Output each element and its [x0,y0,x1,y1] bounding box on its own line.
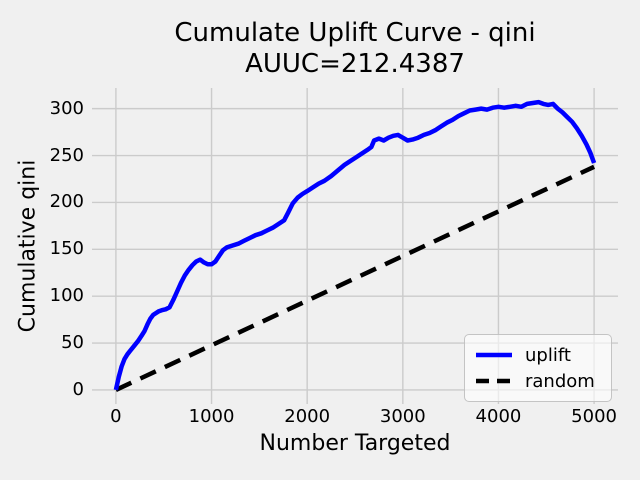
random-line-sample-icon [476,378,512,384]
x-tick-label: 0 [110,406,122,427]
y-tick-label: 150 [49,238,84,260]
y-tick-label: 300 [49,97,84,119]
y-axis-label: Cumulative qini [15,159,41,333]
legend-item-random: random [475,369,601,393]
uplift-line-sample-icon [476,352,512,358]
x-tick-label: 4000 [475,406,522,427]
y-tick-label: 250 [49,144,84,166]
x-axis-label: Number Targeted [259,431,451,456]
chart-title-line2: AUUC=212.4387 [245,49,465,79]
y-tick-label: 200 [49,191,84,213]
legend-label-random: random [525,370,595,392]
uplift-line [113,99,597,391]
legend-item-uplift: uplift [475,343,601,367]
series-lines [113,99,597,392]
y-tick-label: 100 [49,285,84,307]
legend-label-uplift: uplift [525,344,571,366]
x-tick-label: 2000 [284,406,331,427]
random-line [114,164,596,392]
chart-title-line1: Cumulate Uplift Curve - qini [174,18,536,48]
x-tick-label: 3000 [379,406,426,427]
y-tick-label: 0 [72,378,84,400]
chart-title: Cumulate Uplift Curve - qini AUUC=212.43… [70,18,640,80]
legend: uplift random [464,334,612,402]
gridlines [92,88,618,404]
y-tick-label: 50 [61,332,84,354]
x-tick-label: 1000 [188,406,235,427]
x-tick-label: 5000 [571,406,617,427]
